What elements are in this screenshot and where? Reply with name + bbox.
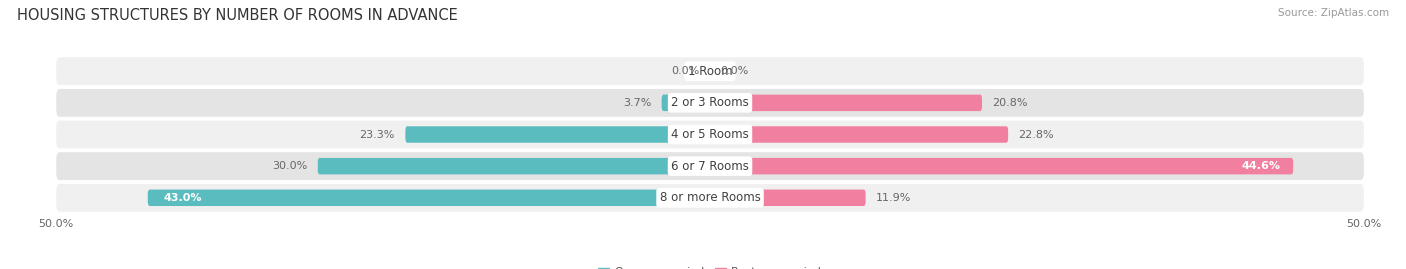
Text: 23.3%: 23.3% xyxy=(360,129,395,140)
Text: 2 or 3 Rooms: 2 or 3 Rooms xyxy=(671,96,749,109)
Text: 0.0%: 0.0% xyxy=(671,66,700,76)
Text: 22.8%: 22.8% xyxy=(1018,129,1054,140)
Text: Source: ZipAtlas.com: Source: ZipAtlas.com xyxy=(1278,8,1389,18)
FancyBboxPatch shape xyxy=(710,95,981,111)
FancyBboxPatch shape xyxy=(405,126,710,143)
Text: 44.6%: 44.6% xyxy=(1241,161,1279,171)
Text: 30.0%: 30.0% xyxy=(271,161,308,171)
Text: 6 or 7 Rooms: 6 or 7 Rooms xyxy=(671,160,749,173)
FancyBboxPatch shape xyxy=(148,190,710,206)
FancyBboxPatch shape xyxy=(56,89,1364,117)
FancyBboxPatch shape xyxy=(318,158,710,174)
Text: 11.9%: 11.9% xyxy=(876,193,911,203)
FancyBboxPatch shape xyxy=(662,95,710,111)
FancyBboxPatch shape xyxy=(56,184,1364,212)
Text: 8 or more Rooms: 8 or more Rooms xyxy=(659,191,761,204)
Text: 3.7%: 3.7% xyxy=(623,98,651,108)
FancyBboxPatch shape xyxy=(710,158,1294,174)
FancyBboxPatch shape xyxy=(56,57,1364,85)
Text: 1 Room: 1 Room xyxy=(688,65,733,78)
Text: HOUSING STRUCTURES BY NUMBER OF ROOMS IN ADVANCE: HOUSING STRUCTURES BY NUMBER OF ROOMS IN… xyxy=(17,8,457,23)
FancyBboxPatch shape xyxy=(56,121,1364,148)
Legend: Owner-occupied, Renter-occupied: Owner-occupied, Renter-occupied xyxy=(599,267,821,269)
Text: 0.0%: 0.0% xyxy=(720,66,749,76)
FancyBboxPatch shape xyxy=(710,126,1008,143)
FancyBboxPatch shape xyxy=(710,190,866,206)
Text: 43.0%: 43.0% xyxy=(163,193,202,203)
FancyBboxPatch shape xyxy=(56,152,1364,180)
Text: 4 or 5 Rooms: 4 or 5 Rooms xyxy=(671,128,749,141)
Text: 20.8%: 20.8% xyxy=(993,98,1028,108)
